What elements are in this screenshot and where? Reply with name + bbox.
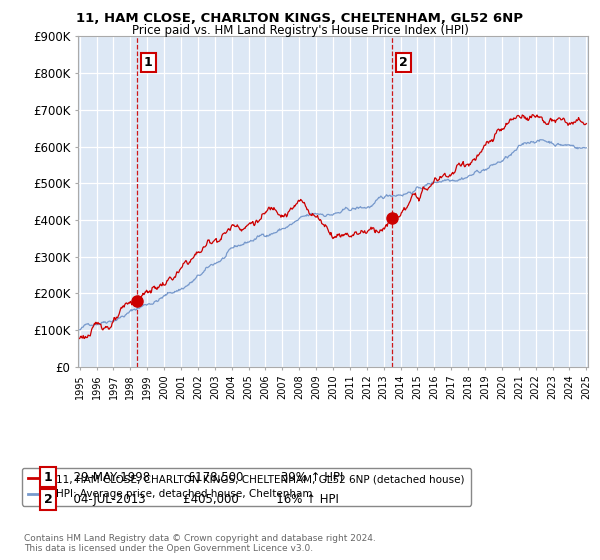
Text: Contains HM Land Registry data © Crown copyright and database right 2024.
This d: Contains HM Land Registry data © Crown c…	[24, 534, 376, 553]
Text: 1: 1	[44, 470, 52, 484]
Text: 2: 2	[44, 493, 52, 506]
Text: 04-JUL-2013          £405,000          16% ↑ HPI: 04-JUL-2013 £405,000 16% ↑ HPI	[66, 493, 339, 506]
Text: 11, HAM CLOSE, CHARLTON KINGS, CHELTENHAM, GL52 6NP: 11, HAM CLOSE, CHARLTON KINGS, CHELTENHA…	[77, 12, 523, 25]
Legend: 11, HAM CLOSE, CHARLTON KINGS, CHELTENHAM, GL52 6NP (detached house), HPI: Avera: 11, HAM CLOSE, CHARLTON KINGS, CHELTENHA…	[22, 468, 471, 506]
Text: 2: 2	[399, 57, 407, 69]
Text: Price paid vs. HM Land Registry's House Price Index (HPI): Price paid vs. HM Land Registry's House …	[131, 24, 469, 36]
Text: 1: 1	[144, 57, 153, 69]
Text: 29-MAY-1998          £178,500          39% ↑ HPI: 29-MAY-1998 £178,500 39% ↑ HPI	[66, 470, 343, 484]
